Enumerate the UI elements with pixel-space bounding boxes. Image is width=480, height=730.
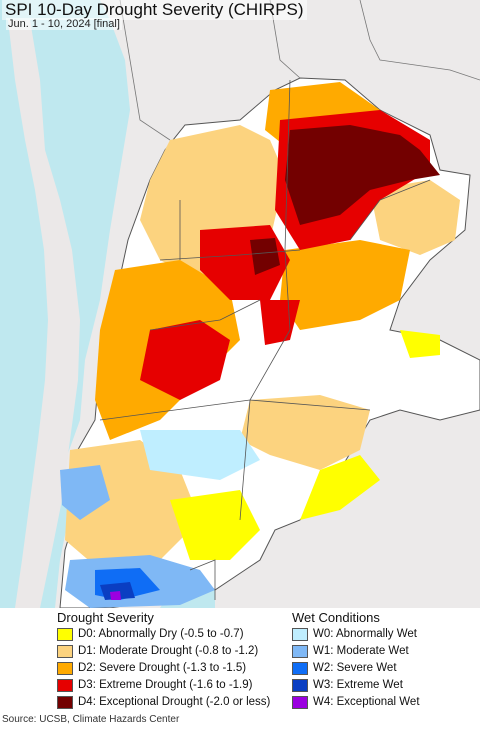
wet-legend-item: W2: Severe Wet (292, 660, 397, 676)
wet-legend-item: W3: Extreme Wet (292, 677, 403, 693)
wet-legend-label: W1: Moderate Wet (313, 645, 409, 657)
map-canvas (0, 0, 480, 608)
map-subtitle: Jun. 1 - 10, 2024 [final] (6, 18, 122, 30)
d3-area-east (260, 300, 300, 345)
wet-legend-label: W2: Severe Wet (313, 662, 397, 674)
d4-area-center (250, 238, 280, 275)
w1-area-west (60, 465, 110, 520)
map-title: SPI 10-Day Drought Severity (CHIRPS) (2, 0, 307, 20)
d4-area-chaco (285, 125, 440, 225)
drought-legend-item: D3: Extreme Drought (-1.6 to -1.9) (57, 677, 252, 693)
source-credit: Source: UCSB, Climate Hazards Center (2, 714, 180, 725)
wet-swatch (292, 644, 308, 658)
wet-swatch (292, 695, 308, 709)
drought-map: SPI 10-Day Drought Severity (CHIRPS) Jun… (0, 0, 480, 608)
wet-legend-item: W0: Abnormally Wet (292, 626, 417, 642)
wet-legend-heading: Wet Conditions (292, 610, 380, 625)
drought-legend-label: D3: Extreme Drought (-1.6 to -1.9) (78, 679, 253, 691)
wet-swatch (292, 678, 308, 692)
d2-area-east (280, 240, 410, 330)
drought-swatch (57, 678, 73, 692)
drought-legend-item: D2: Severe Drought (-1.3 to -1.5) (57, 660, 246, 676)
d1-area-southeast (240, 395, 370, 470)
drought-legend-label: D4: Exceptional Drought (-2.0 or less) (78, 696, 271, 708)
drought-legend-item: D4: Exceptional Drought (-2.0 or less) (57, 694, 270, 710)
w3-area-south (100, 582, 135, 600)
d0-area-southeast (300, 455, 380, 520)
drought-legend-label: D1: Moderate Drought (-0.8 to -1.2) (78, 645, 259, 657)
w4-area-south (110, 591, 121, 600)
wet-legend-label: W4: Exceptional Wet (313, 696, 420, 708)
d0-area-uruguay (400, 330, 440, 358)
legend: Drought Severity Wet Conditions D0: Abno… (0, 608, 480, 714)
wet-swatch (292, 661, 308, 675)
drought-swatch (57, 627, 73, 641)
drought-legend-item: D1: Moderate Drought (-0.8 to -1.2) (57, 643, 258, 659)
drought-legend-item: D0: Abnormally Dry (-0.5 to -0.7) (57, 626, 244, 642)
wet-legend-item: W1: Moderate Wet (292, 643, 409, 659)
drought-swatch (57, 661, 73, 675)
wet-legend-label: W0: Abnormally Wet (313, 628, 417, 640)
drought-swatch (57, 644, 73, 658)
d0-area-south (170, 490, 260, 560)
wet-swatch (292, 627, 308, 641)
drought-legend-label: D0: Abnormally Dry (-0.5 to -0.7) (78, 628, 244, 640)
wet-legend-label: W3: Extreme Wet (313, 679, 403, 691)
w0-area-south (140, 430, 260, 480)
chile-land (8, 20, 80, 608)
drought-legend-label: D2: Severe Drought (-1.3 to -1.5) (78, 662, 247, 674)
d3-area-center (140, 320, 230, 400)
drought-legend-heading: Drought Severity (57, 610, 154, 625)
country-boundary (119, 0, 480, 141)
wet-legend-item: W4: Exceptional Wet (292, 694, 420, 710)
d1-area-paraguay (370, 180, 460, 255)
drought-swatch (57, 695, 73, 709)
province-boundaries (99, 79, 431, 600)
